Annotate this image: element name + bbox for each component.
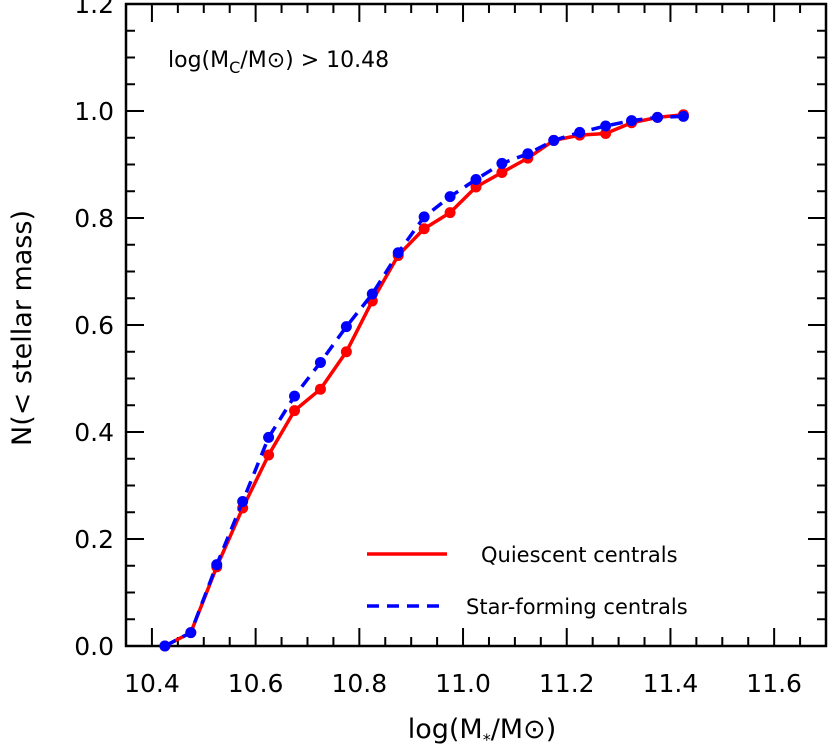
x-tick-label: 11.4 [643,669,699,698]
x-tick-label: 11.6 [746,669,802,698]
data-point [600,120,612,132]
data-point [211,559,223,571]
data-point [574,126,586,138]
legend-label-quiescent: Quiescent centrals [481,543,678,567]
x-tick-label: 10.6 [228,669,284,698]
y-tick-label: 0.8 [74,204,114,233]
data-point [651,111,663,123]
data-point [677,110,689,122]
sun-symbol: ⊙ [267,48,285,73]
x-axis-title: log(M*/M⊙) [408,714,557,749]
data-point [237,496,249,508]
data-point [418,223,430,235]
y-tick-label: 0.0 [74,632,114,661]
data-point [340,321,352,333]
data-point [185,627,197,639]
x-tick-label: 11.0 [435,669,491,698]
data-point [522,148,534,160]
data-point [340,346,352,358]
axis-ticks [125,3,827,647]
y-tick-label: 0.6 [74,311,114,340]
data-point [470,173,482,185]
x-tick-label: 11.2 [539,669,595,698]
data-point [263,449,275,461]
data-point [626,115,638,127]
tick-labels: 10.4 10.6 10.8 11.0 11.2 11.4 11.6 0.0 0.2 0.4 0.6… [74,0,802,698]
series-layer [159,109,689,652]
sun-symbol: ⊙ [523,714,546,745]
data-point [289,390,301,402]
data-point [496,167,508,179]
data-point [444,207,456,219]
data-point [314,383,326,395]
data-point [366,288,378,300]
series-star-forming [159,110,689,652]
y-axis-title: N(< stellar mass) [7,210,38,446]
legend: Quiescent centrals Star-forming centrals [367,543,688,619]
data-point [392,247,404,259]
x-tick-label: 10.8 [331,669,387,698]
data-point [418,211,430,223]
y-tick-label: 1.0 [74,97,114,126]
data-point [159,640,171,652]
legend-label-star-forming: Star-forming centrals [466,595,688,619]
x-tick-label: 10.4 [124,669,180,698]
data-point [263,431,275,443]
mass-cut-annotation: log(MC/M⊙) > 10.48 [168,48,389,77]
data-point [444,191,456,203]
y-tick-label: 0.4 [74,418,114,447]
data-point [314,356,326,368]
data-point [548,134,560,146]
data-point [289,405,301,417]
data-point [496,157,508,169]
y-tick-label: 0.2 [74,525,114,554]
y-tick-label: 1.2 [74,0,114,19]
